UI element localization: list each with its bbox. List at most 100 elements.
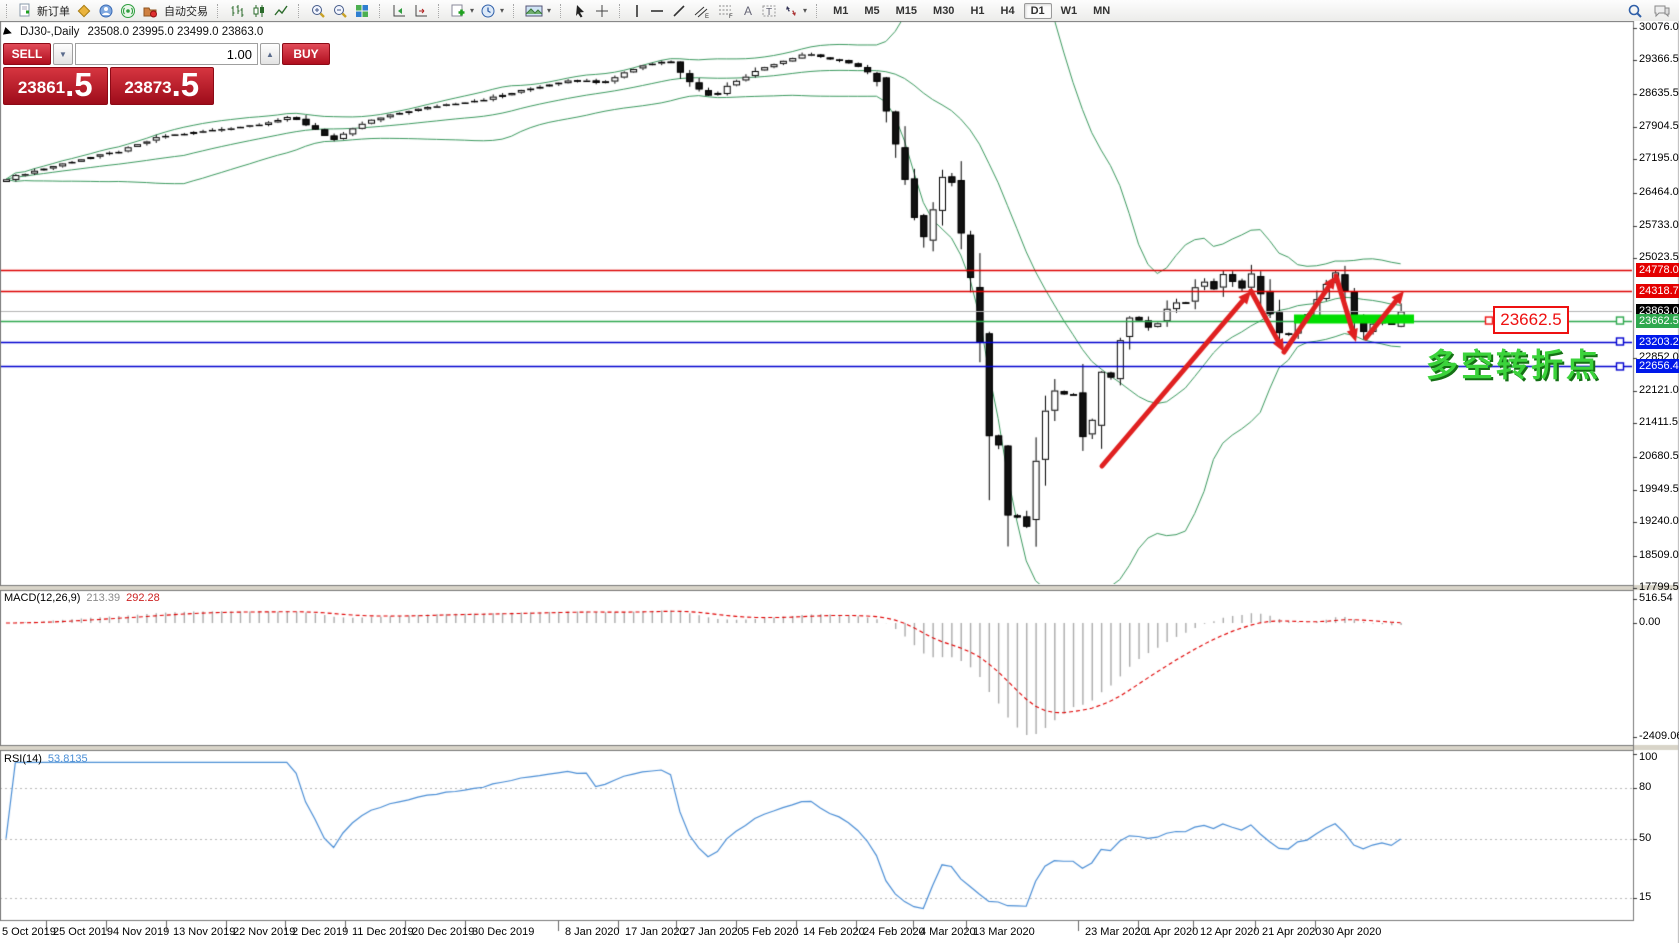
sell-price-button[interactable]: 23861 .5 — [3, 67, 108, 105]
axis-label: 18509.0 — [1639, 549, 1679, 561]
search-icon[interactable] — [1627, 3, 1643, 19]
buy-price-button[interactable]: 23873 .5 — [109, 66, 214, 105]
price-badge: 24778.0 — [1636, 263, 1679, 277]
timeframe-m30[interactable]: M30 — [933, 4, 955, 17]
templates-icon — [525, 5, 543, 16]
buy-price-frac: .5 — [171, 66, 200, 103]
arrows-button[interactable]: ▾ — [780, 2, 810, 20]
date-axis-label: 11 Dec 2019 — [352, 926, 414, 938]
timeframe-mn[interactable]: MN — [1093, 4, 1111, 17]
cursor-icon — [576, 4, 585, 17]
text-label-icon: T — [762, 5, 776, 18]
horizontal-line-icon — [651, 9, 664, 12]
volume-increase-button[interactable]: ▲ — [260, 43, 280, 65]
timeframe-group: M1 M5 M15 M30 H1 H4 D1 W1 MN — [825, 2, 1118, 19]
cursor-button[interactable] — [569, 2, 591, 20]
chart-ohlc-header: DJ30-,Daily 23508.0 23995.0 23499.0 2386… — [2, 26, 263, 38]
price-alert-box[interactable]: 23662.5 — [1493, 306, 1569, 334]
signals-button[interactable] — [117, 2, 139, 20]
toolbar-grip — [217, 3, 222, 18]
new-order-label: 新订单 — [37, 5, 70, 18]
chart-symbol-period: DJ30-,Daily — [20, 26, 80, 38]
text-button[interactable]: A — [738, 2, 758, 20]
new-order-button[interactable]: 新订单 — [15, 2, 73, 20]
zoom-in-icon — [312, 4, 325, 18]
axis-label: 50 — [1639, 832, 1652, 844]
axis-label: -2409.06 — [1639, 730, 1679, 742]
autotrading-label: 自动交易 — [164, 5, 208, 18]
buy-price-main: 23873 — [124, 78, 172, 97]
svg-text:T: T — [766, 7, 772, 18]
text-label-button[interactable]: T — [758, 2, 780, 20]
chart-line-button[interactable] — [270, 2, 292, 20]
tile-windows-icon — [356, 4, 368, 17]
turning-point-annotation: 多空转折点 — [1426, 347, 1602, 383]
axis-label: 21411.5 — [1639, 416, 1678, 428]
timeframe-h4[interactable]: H4 — [1000, 4, 1015, 17]
axis-label: 29366.5 — [1639, 53, 1679, 65]
price-chart-canvas[interactable] — [0, 21, 1679, 943]
timeframe-m1[interactable]: M1 — [833, 4, 849, 17]
zoom-in-button[interactable] — [307, 2, 329, 20]
chart-shift-button[interactable] — [410, 2, 432, 20]
chat-icon[interactable] — [1653, 3, 1671, 19]
crosshair-button[interactable] — [591, 2, 613, 20]
quotes-button[interactable] — [73, 2, 95, 20]
timeframe-d1[interactable]: D1 — [1023, 2, 1052, 19]
zoom-out-button[interactable] — [329, 2, 351, 20]
svg-text:E: E — [705, 14, 709, 19]
date-axis-label: 20 Dec 2019 — [412, 926, 475, 938]
fibonacci-button[interactable]: F — [714, 2, 738, 20]
volume-input[interactable] — [75, 43, 258, 65]
axis-label: 22121.0 — [1639, 384, 1679, 396]
vertical-line-button[interactable] — [628, 2, 646, 20]
date-axis-label: 5 Feb 2020 — [743, 926, 799, 938]
axis-label: 27904.5 — [1639, 120, 1679, 132]
sell-price-main: 23861 — [17, 78, 66, 97]
equidistant-channel-button[interactable]: E — [690, 2, 714, 20]
autotrading-button[interactable]: 自动交易 — [161, 2, 211, 20]
chart-candles-button[interactable] — [248, 2, 270, 20]
auto-scroll-button[interactable] — [388, 2, 410, 20]
add-indicator-button[interactable]: ▾ — [447, 2, 477, 20]
market-icon — [143, 7, 157, 17]
community-button[interactable] — [95, 2, 117, 20]
timeframe-h1[interactable]: H1 — [970, 4, 985, 17]
price-badge: 23662.5 — [1636, 314, 1679, 328]
axis-label: 27195.0 — [1639, 152, 1679, 164]
candlestick-chart-icon — [253, 4, 264, 17]
trendline-button[interactable] — [668, 2, 690, 20]
line-chart-icon — [274, 5, 288, 15]
buy-button[interactable]: BUY — [282, 43, 330, 65]
axis-label: 25733.0 — [1639, 219, 1679, 231]
templates-button[interactable]: ▾ — [522, 2, 554, 20]
market-button[interactable] — [139, 2, 161, 20]
volume-decrease-button[interactable]: ▼ — [53, 43, 73, 65]
date-axis-label: 30 Dec 2019 — [472, 926, 535, 938]
timeframe-m5[interactable]: M5 — [864, 4, 880, 17]
period-button[interactable]: ▾ — [477, 2, 507, 20]
sell-button[interactable]: SELL — [3, 43, 51, 65]
dropdown-caret-icon: ▾ — [547, 6, 552, 15]
crosshair-icon — [596, 4, 609, 17]
horizontal-line-button[interactable] — [646, 2, 668, 20]
timeframe-w1[interactable]: W1 — [1060, 4, 1078, 17]
date-axis-label: 4 Mar 2020 — [920, 926, 976, 938]
auto-scroll-icon — [393, 4, 405, 16]
date-axis-label: 22 Nov 2019 — [233, 926, 296, 938]
date-axis-label: 14 Feb 2020 — [803, 926, 865, 938]
tile-windows-button[interactable] — [351, 2, 373, 20]
chart-shift-icon — [415, 4, 427, 16]
timeframe-m15[interactable]: M15 — [895, 4, 918, 17]
axis-label: 28635.5 — [1639, 87, 1679, 99]
axis-label: 19949.5 — [1639, 483, 1679, 495]
axis-label: 516.54 — [1639, 592, 1673, 604]
add-indicator-icon — [451, 4, 465, 16]
date-axis-label: 13 Nov 2019 — [173, 926, 236, 938]
axis-label: 100 — [1639, 751, 1658, 763]
trendline-icon — [673, 4, 685, 17]
rsi-indicator-label: RSI(14) 53.8135 — [4, 753, 88, 765]
chart-bars-button[interactable] — [226, 2, 248, 20]
zoom-out-icon — [334, 4, 347, 18]
